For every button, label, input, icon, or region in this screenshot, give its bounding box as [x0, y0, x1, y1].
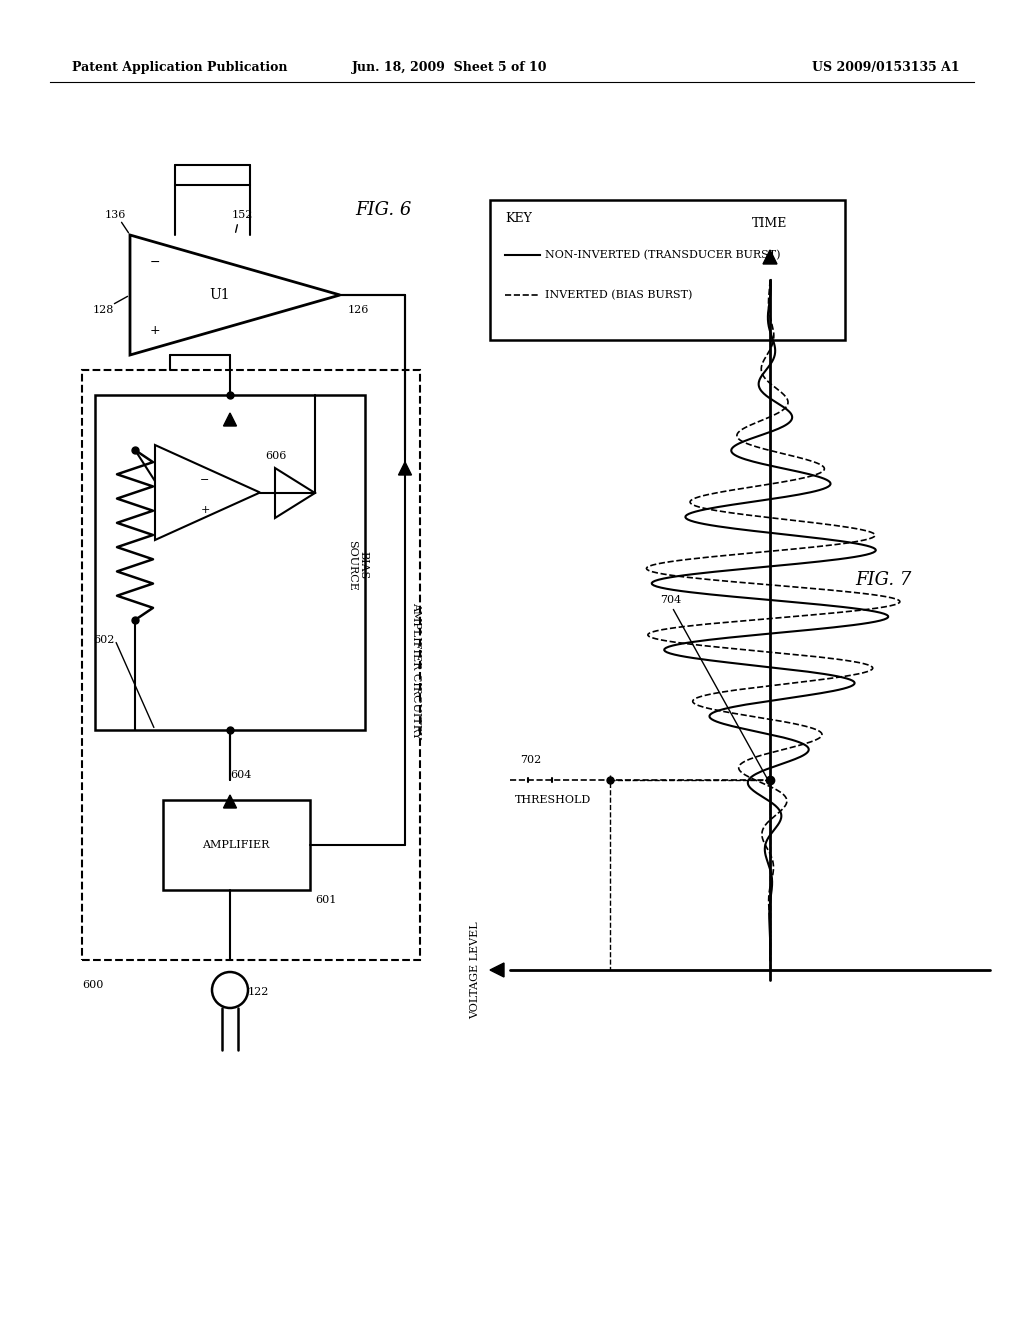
Text: US 2009/0153135 A1: US 2009/0153135 A1 — [812, 62, 961, 74]
Text: 606: 606 — [265, 451, 287, 461]
Text: Jun. 18, 2009  Sheet 5 of 10: Jun. 18, 2009 Sheet 5 of 10 — [352, 62, 548, 74]
Text: AMPLIFIER CIRCUITRY: AMPLIFIER CIRCUITRY — [411, 602, 421, 738]
Text: 702: 702 — [520, 755, 542, 766]
Text: 601: 601 — [315, 895, 336, 906]
Polygon shape — [223, 413, 237, 426]
Text: 136: 136 — [105, 210, 126, 220]
Text: 128: 128 — [93, 305, 115, 315]
Text: 704: 704 — [660, 595, 681, 605]
Text: TIME: TIME — [753, 216, 787, 230]
Text: +: + — [150, 323, 161, 337]
Polygon shape — [490, 964, 504, 977]
Polygon shape — [223, 795, 237, 808]
Text: INVERTED (BIAS BURST): INVERTED (BIAS BURST) — [545, 290, 692, 300]
Text: THRESHOLD: THRESHOLD — [515, 795, 591, 805]
Text: BIAS
SOURCE: BIAS SOURCE — [347, 540, 369, 590]
Polygon shape — [398, 462, 412, 475]
Text: FIG. 6: FIG. 6 — [355, 201, 412, 219]
Text: FIG. 7: FIG. 7 — [855, 572, 911, 589]
Text: U1: U1 — [210, 288, 230, 302]
Text: 600: 600 — [82, 979, 103, 990]
Text: Patent Application Publication: Patent Application Publication — [72, 62, 288, 74]
Text: AMPLIFIER: AMPLIFIER — [203, 840, 269, 850]
Text: 126: 126 — [348, 305, 370, 315]
Text: +: + — [201, 506, 210, 515]
Text: NON-INVERTED (TRANSDUCER BURST): NON-INVERTED (TRANSDUCER BURST) — [545, 249, 780, 260]
Text: 604: 604 — [230, 770, 251, 780]
Text: 122: 122 — [248, 987, 269, 997]
Text: KEY: KEY — [505, 211, 531, 224]
Text: −: − — [201, 475, 210, 484]
Text: 602: 602 — [93, 635, 115, 645]
Text: −: − — [150, 256, 160, 268]
Text: VOLTAGE LEVEL: VOLTAGE LEVEL — [470, 921, 480, 1019]
Polygon shape — [763, 249, 777, 264]
Text: 152: 152 — [232, 210, 253, 220]
